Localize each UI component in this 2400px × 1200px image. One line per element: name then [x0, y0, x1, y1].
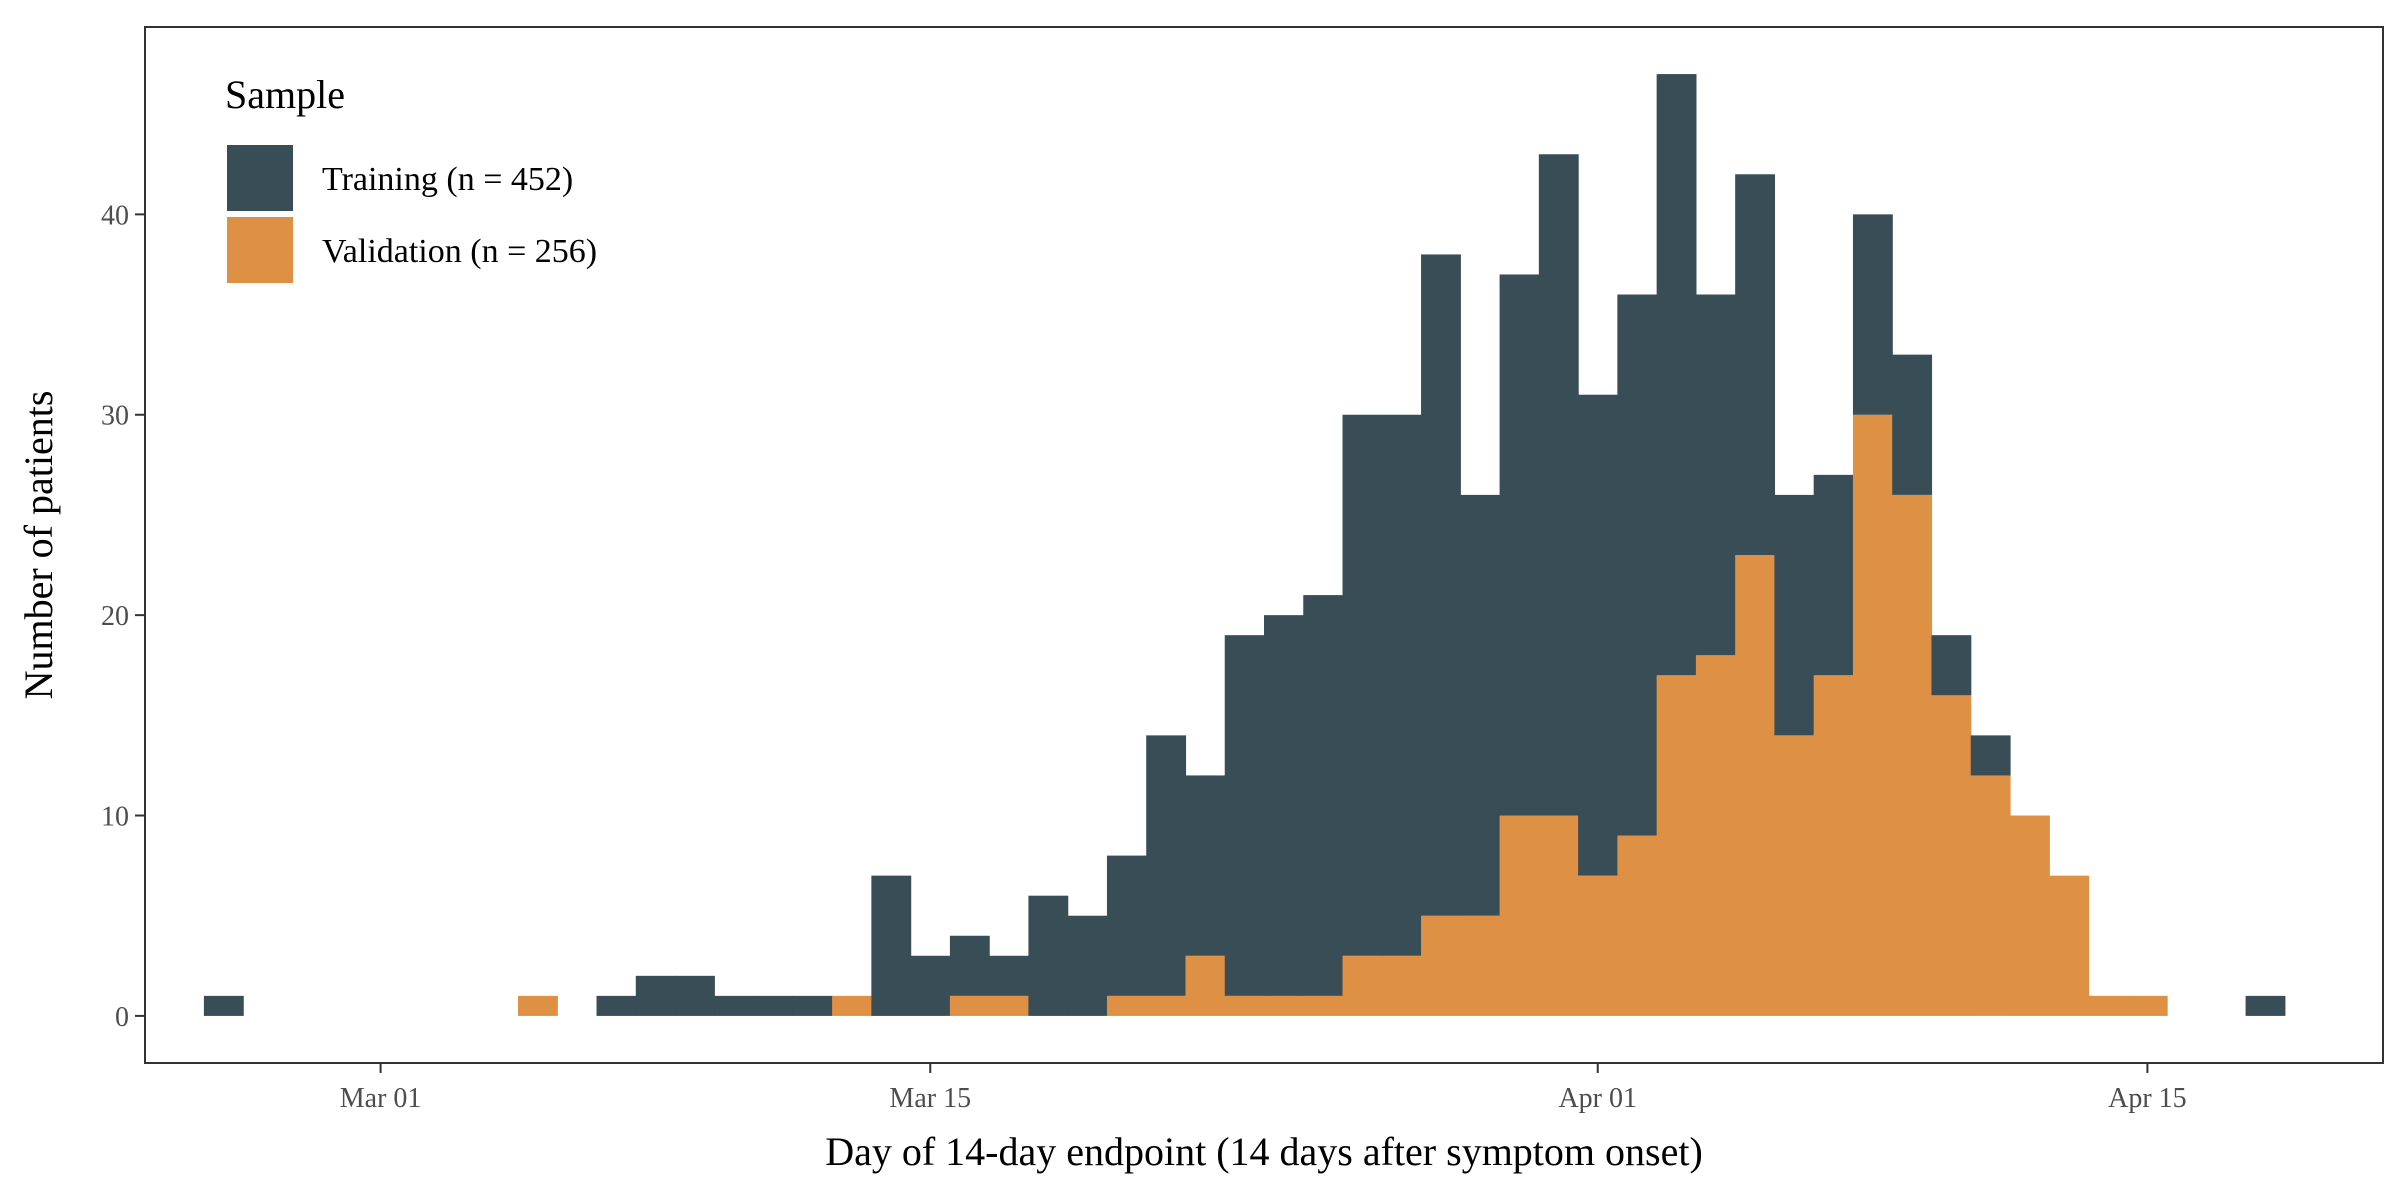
bar-validation-2020-03-16 [949, 995, 990, 1016]
bar-training-2020-04-02 [1617, 294, 1658, 836]
bar-validation-2020-03-20 [1106, 995, 1147, 1016]
bar-validation-2020-03-21 [1146, 995, 1187, 1016]
bar-training-2020-03-21 [1146, 735, 1187, 996]
bars-layer [203, 74, 2286, 1016]
bar-training-2020-03-10 [714, 995, 755, 1016]
bar-validation-2020-04-10 [1931, 695, 1972, 1016]
legend-label-training: Training (n = 452) [322, 161, 573, 198]
bar-validation-2020-03-17 [989, 995, 1030, 1016]
bar-training-2020-03-16 [949, 935, 990, 996]
y-tick-label: 30 [101, 401, 129, 432]
bar-training-2020-03-11 [753, 995, 794, 1016]
y-tick-label: 0 [115, 1002, 129, 1033]
legend-swatch-validation [227, 217, 293, 283]
bar-training-2020-03-12 [792, 995, 833, 1016]
bar-training-2020-03-20 [1106, 855, 1147, 996]
bar-training-2020-03-22 [1185, 775, 1226, 956]
bar-validation-2020-03-13 [832, 995, 872, 1016]
bar-training-2020-03-09 [675, 975, 715, 1016]
bar-training-2020-04-05 [1735, 174, 1776, 556]
bar-validation-2020-04-02 [1617, 835, 1658, 1016]
bar-validation-2020-03-30 [1499, 815, 1540, 1016]
bar-training-2020-03-26 [1342, 414, 1383, 956]
bar-validation-2020-03-26 [1342, 955, 1383, 1016]
legend-title: Sample [225, 72, 345, 117]
bar-validation-2020-03-27 [1381, 955, 1422, 1016]
bar-validation-2020-04-03 [1656, 675, 1697, 1016]
x-tick-label: Mar 15 [889, 1083, 971, 1114]
bar-training-2020-04-07 [1813, 474, 1854, 676]
bar-validation-2020-04-14 [2088, 995, 2129, 1016]
bar-validation-2020-04-07 [1813, 675, 1854, 1016]
bar-training-2020-03-28 [1421, 254, 1461, 916]
bar-training-2020-03-18 [1028, 895, 1069, 1016]
bar-training-2020-04-04 [1695, 294, 1736, 656]
y-tick-label: 20 [101, 601, 129, 632]
bar-validation-2020-04-15 [2127, 995, 2168, 1016]
bar-training-2020-03-24 [1264, 615, 1304, 996]
bar-training-2020-02-26 [203, 995, 244, 1016]
x-tick-label: Apr 01 [1558, 1083, 1637, 1114]
x-tick-label: Mar 01 [340, 1083, 422, 1114]
bar-validation-2020-04-11 [1970, 775, 2011, 1016]
bar-training-2020-03-14 [871, 875, 912, 1016]
x-axis: Mar 01 Mar 15 Apr 01 Apr 15 [340, 1063, 2187, 1114]
bar-validation-2020-03-28 [1421, 915, 1461, 1016]
bar-validation-2020-04-12 [2010, 815, 2050, 1016]
bar-training-2020-04-03 [1656, 74, 1697, 676]
bar-training-2020-04-09 [1892, 354, 1933, 495]
y-axis-title: Number of patients [16, 391, 61, 700]
bar-training-2020-04-06 [1774, 494, 1815, 736]
bar-training-2020-04-10 [1931, 635, 1972, 696]
bar-validation-2020-04-05 [1735, 555, 1776, 1016]
bar-validation-2020-03-22 [1185, 955, 1226, 1016]
bar-training-2020-04-01 [1578, 394, 1618, 876]
x-axis-title: Day of 14-day endpoint (14 days after sy… [825, 1129, 1703, 1174]
bar-training-2020-03-30 [1499, 274, 1540, 816]
bar-training-2020-04-08 [1852, 214, 1893, 415]
bar-training-2020-03-17 [989, 955, 1030, 996]
bar-training-2020-03-29 [1460, 494, 1501, 916]
bar-training-2020-04-18 [2245, 995, 2286, 1016]
bar-validation-2020-04-04 [1695, 655, 1736, 1016]
bar-training-2020-03-25 [1303, 595, 1344, 996]
bar-validation-2020-03-05 [518, 995, 558, 1016]
bar-training-2020-03-19 [1067, 915, 1108, 1016]
bar-validation-2020-03-24 [1264, 995, 1304, 1016]
bar-training-2020-03-08 [635, 975, 676, 1016]
bar-training-2020-04-11 [1970, 735, 2011, 776]
legend-items: Training (n = 452) Validation (n = 256) [227, 145, 597, 283]
bar-validation-2020-03-31 [1538, 815, 1579, 1016]
y-tick-label: 10 [101, 802, 129, 833]
bar-validation-2020-03-29 [1460, 915, 1501, 1016]
bar-validation-2020-04-09 [1892, 494, 1933, 1016]
bar-validation-2020-03-25 [1303, 995, 1344, 1016]
legend-swatch-training [227, 145, 293, 211]
legend: Sample Training (n = 452) Validation (n =… [225, 72, 597, 283]
y-tick-label: 40 [101, 200, 129, 231]
bar-validation-2020-04-06 [1774, 735, 1815, 1016]
bar-validation-2020-03-23 [1224, 995, 1265, 1016]
bar-training-2020-03-23 [1224, 635, 1265, 996]
bar-training-2020-03-15 [910, 955, 951, 1016]
bar-training-2020-03-31 [1538, 154, 1579, 816]
bar-validation-2020-04-13 [2049, 875, 2090, 1016]
x-tick-label: Apr 15 [2108, 1083, 2187, 1114]
bar-training-2020-03-07 [596, 995, 637, 1016]
panel-border [144, 26, 2384, 1064]
legend-label-validation: Validation (n = 256) [322, 233, 597, 270]
bar-validation-2020-04-08 [1852, 414, 1893, 1016]
y-axis: 0 10 20 30 40 [101, 200, 145, 1033]
bar-training-2020-03-27 [1381, 414, 1422, 956]
bar-validation-2020-04-01 [1578, 875, 1618, 1016]
